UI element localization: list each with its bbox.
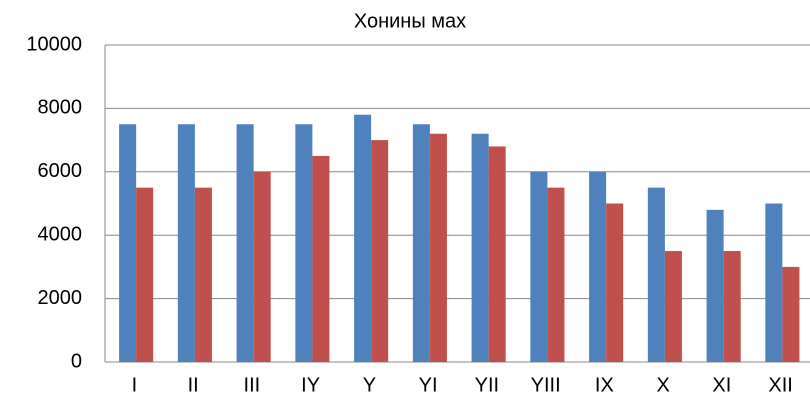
x-tick-label: X — [656, 374, 669, 396]
bar — [295, 124, 313, 362]
x-tick-label: IY — [301, 374, 320, 396]
bar — [547, 187, 565, 362]
bar — [488, 146, 506, 362]
bar — [723, 251, 741, 362]
x-tick-label: YIII — [531, 374, 561, 396]
x-tick-label: YII — [475, 374, 499, 396]
bar — [177, 124, 195, 362]
x-tick-label: XII — [768, 374, 792, 396]
x-tick-label: Y — [363, 374, 376, 396]
bar — [412, 124, 430, 362]
y-tick-label: 8000 — [38, 97, 83, 119]
bar — [589, 171, 607, 362]
bar — [136, 187, 154, 362]
bar — [253, 171, 271, 362]
bar — [354, 114, 372, 363]
chart-title: Хонины мах — [354, 10, 466, 32]
bar — [429, 133, 447, 362]
x-tick-label: XI — [712, 374, 731, 396]
x-tick-label: II — [188, 374, 199, 396]
bar — [782, 266, 800, 362]
y-tick-label: 6000 — [38, 160, 83, 182]
bar — [119, 124, 137, 362]
x-tick-label: YI — [419, 374, 438, 396]
bar — [664, 251, 682, 362]
bar — [371, 140, 389, 362]
y-tick-label: 4000 — [38, 223, 83, 245]
x-tick-label: IX — [595, 374, 614, 396]
bar — [647, 187, 665, 362]
bar — [706, 209, 724, 362]
bar — [236, 124, 254, 362]
bar — [471, 133, 489, 362]
y-tick-label: 2000 — [38, 287, 83, 309]
bar — [194, 187, 212, 362]
bar — [530, 171, 548, 362]
bar — [606, 203, 624, 362]
bar — [765, 203, 783, 362]
x-tick-label: I — [132, 374, 138, 396]
bar — [312, 155, 330, 362]
x-tick-label: III — [244, 374, 261, 396]
y-tick-label: 10000 — [26, 33, 82, 55]
y-tick-label: 0 — [71, 350, 82, 372]
